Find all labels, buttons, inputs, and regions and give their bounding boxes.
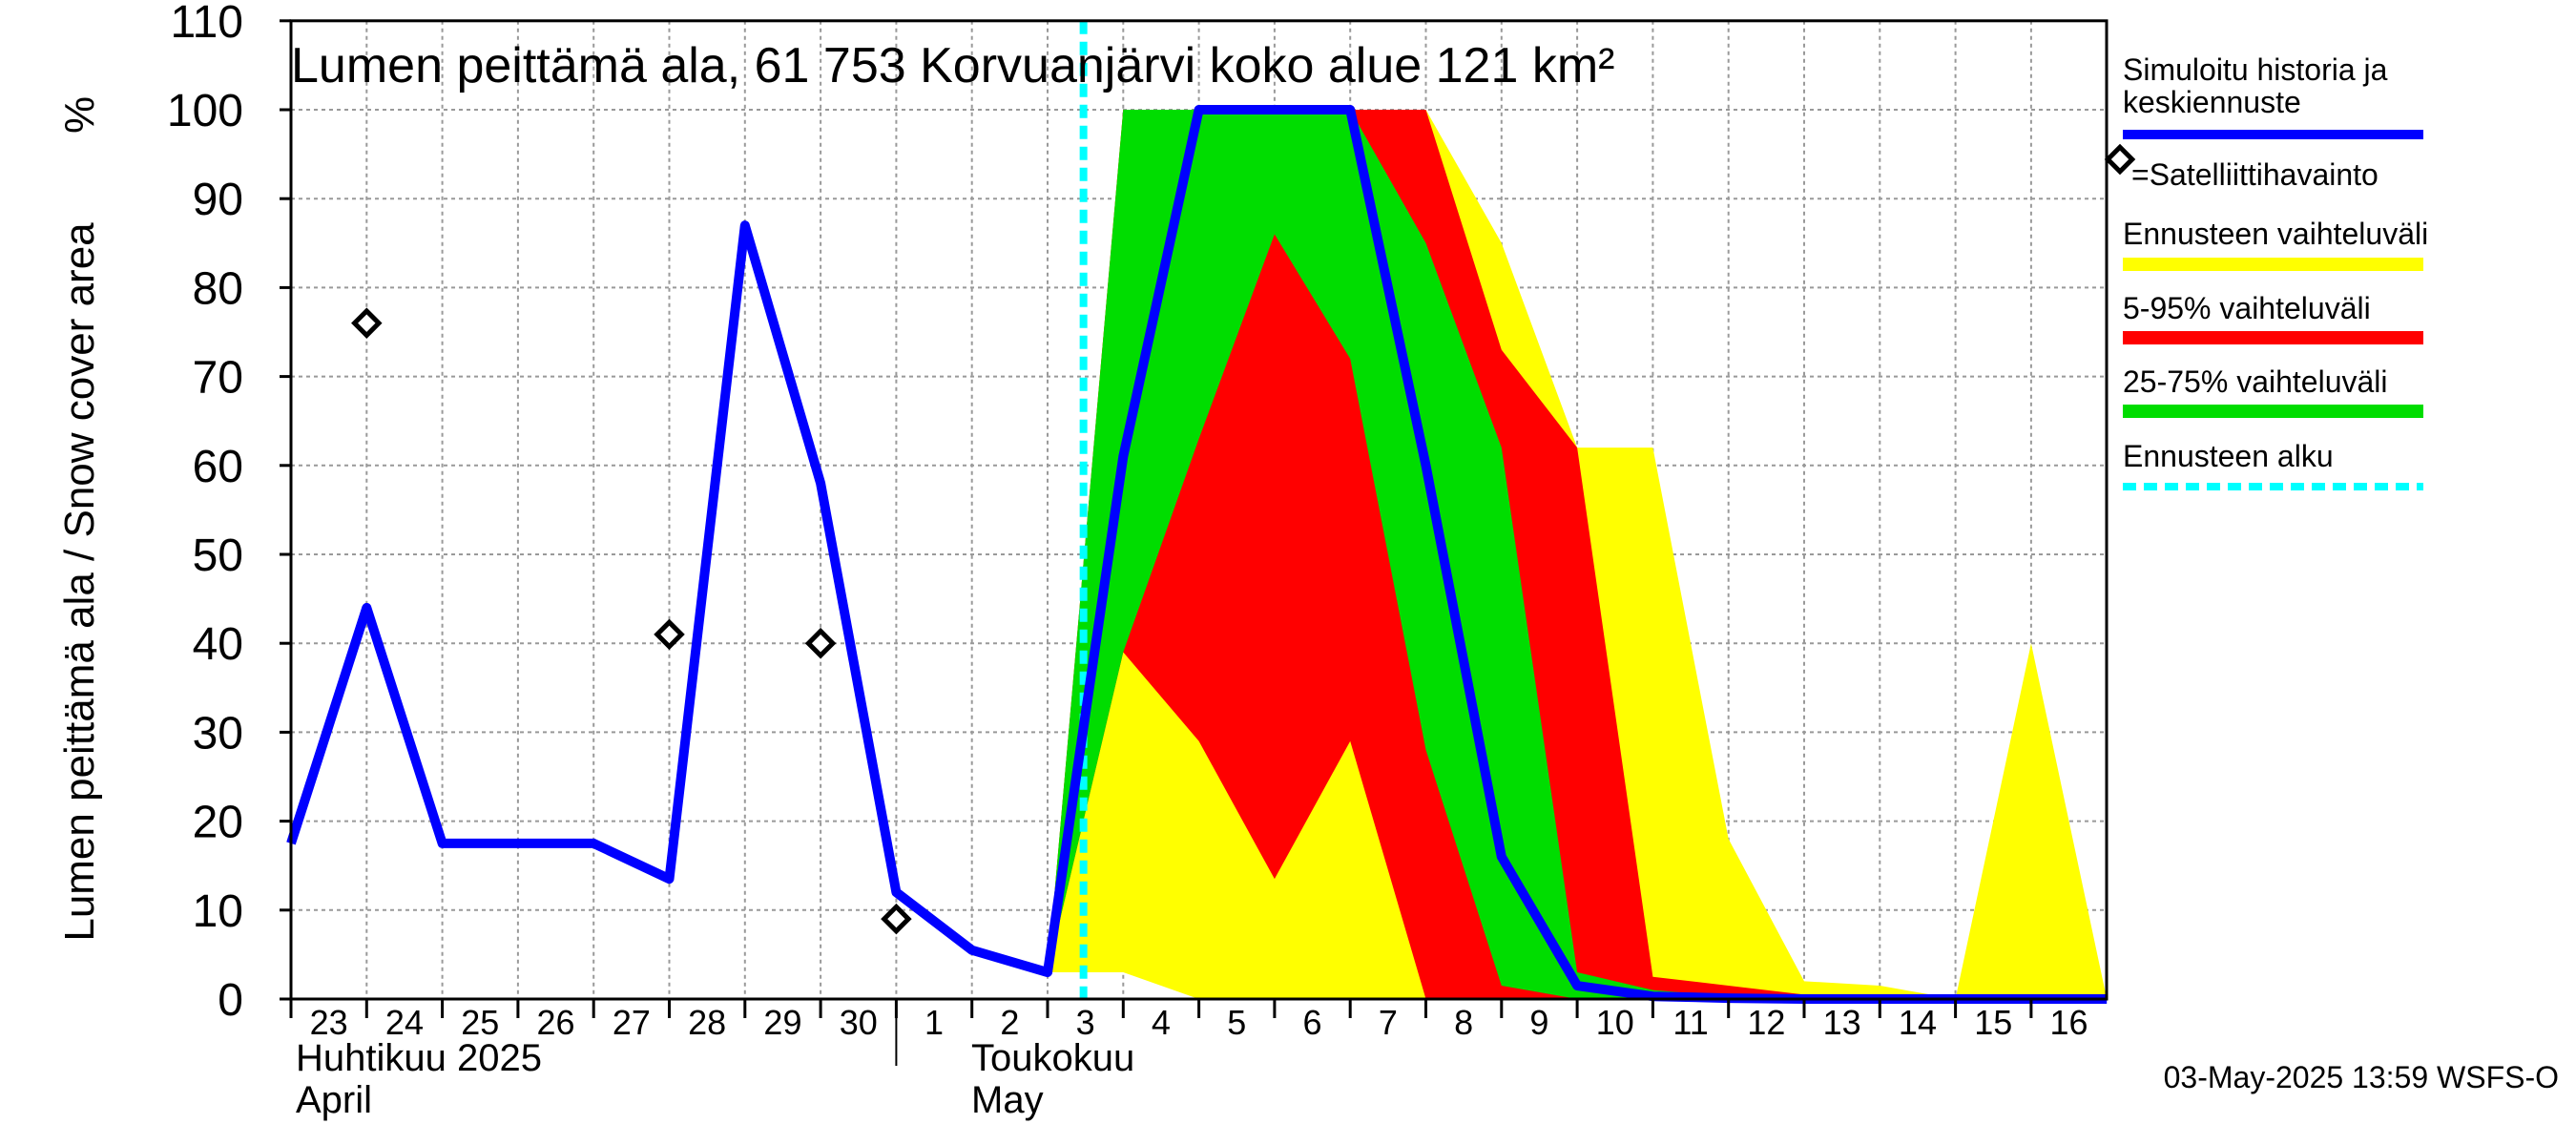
x-tick-label: 25 bbox=[461, 1003, 499, 1042]
x-tick-label: 1 bbox=[924, 1003, 944, 1042]
month-label-may-fi: Toukokuu bbox=[971, 1037, 1134, 1079]
forecast-bands bbox=[1048, 110, 2108, 999]
x-tick-label: 30 bbox=[840, 1003, 878, 1042]
legend-p5-95-label: 5-95% vaihteluväli bbox=[2123, 291, 2371, 325]
y-tick-label: 10 bbox=[193, 886, 243, 937]
satellite-point bbox=[804, 627, 837, 659]
x-tick-label: 7 bbox=[1379, 1003, 1398, 1042]
legend-satellite-label: =Satelliittihavainto bbox=[2131, 157, 2379, 192]
month-label-april-en: April bbox=[296, 1079, 372, 1121]
y-unit-label: % bbox=[56, 96, 103, 134]
band-25-75-vaihteluv-li bbox=[1048, 110, 2108, 999]
x-tick-label: 5 bbox=[1227, 1003, 1246, 1042]
legend: Simuloitu historia ja keskiennuste =Sate… bbox=[2104, 52, 2428, 490]
y-tick-label: 100 bbox=[167, 86, 243, 136]
x-tick-label: 9 bbox=[1529, 1003, 1548, 1042]
month-label-april-fi: Huhtikuu 2025 bbox=[296, 1037, 542, 1079]
y-tick-label: 80 bbox=[193, 263, 243, 314]
y-tick-label: 90 bbox=[193, 175, 243, 225]
x-tick-label: 27 bbox=[613, 1003, 651, 1042]
satellite-point bbox=[654, 618, 685, 651]
legend-mean-label-line1: Simuloitu historia ja bbox=[2123, 52, 2388, 87]
satellite-point bbox=[881, 903, 912, 935]
y-tick-label: 60 bbox=[193, 442, 243, 492]
x-tick-label: 10 bbox=[1596, 1003, 1634, 1042]
x-tick-label: 2 bbox=[1000, 1003, 1019, 1042]
x-tick-label: 23 bbox=[310, 1003, 348, 1042]
legend-p25-75-label: 25-75% vaihteluväli bbox=[2123, 364, 2388, 399]
y-tick-label: 30 bbox=[193, 708, 243, 759]
x-tick-label: 12 bbox=[1747, 1003, 1785, 1042]
chart-title: Lumen peittämä ala, 61 753 Korvuanjärvi … bbox=[291, 38, 1614, 94]
month-label-may-en: May bbox=[971, 1079, 1044, 1121]
satellite-markers bbox=[351, 307, 912, 935]
x-tick-label: 4 bbox=[1152, 1003, 1171, 1042]
x-tick-label: 15 bbox=[1974, 1003, 2012, 1042]
x-tick-label: 13 bbox=[1823, 1003, 1861, 1042]
x-tick-label: 11 bbox=[1672, 1003, 1708, 1042]
x-tick-label: 24 bbox=[385, 1003, 424, 1042]
legend-satellite-diamond-icon bbox=[2104, 143, 2136, 176]
x-tick-label: 16 bbox=[2050, 1003, 2088, 1042]
x-tick-label: 28 bbox=[688, 1003, 726, 1042]
x-tick-label: 6 bbox=[1303, 1003, 1322, 1042]
legend-range-label: Ennusteen vaihteluväli bbox=[2123, 217, 2428, 251]
y-tick-label: 0 bbox=[218, 975, 243, 1026]
band-5-95-vaihteluv-li bbox=[1048, 110, 2108, 999]
legend-forecast-start-label: Ennusteen alku bbox=[2123, 439, 2334, 473]
y-tick-label: 20 bbox=[193, 798, 243, 848]
legend-mean-label-line2: keskiennuste bbox=[2123, 85, 2301, 119]
x-tick-label: 8 bbox=[1454, 1003, 1473, 1042]
y-axis-label: Lumen peittämä ala / Snow cover area bbox=[56, 222, 103, 942]
x-tick-label: 26 bbox=[537, 1003, 575, 1042]
timestamp: 03-May-2025 13:59 WSFS-O bbox=[2164, 1060, 2559, 1094]
y-tick-label: 70 bbox=[193, 353, 243, 404]
y-tick-label: 50 bbox=[193, 531, 243, 581]
y-tick-label: 40 bbox=[193, 619, 243, 670]
x-tick-label: 29 bbox=[763, 1003, 801, 1042]
y-tick-label: 110 bbox=[170, 0, 243, 48]
x-tick-label: 3 bbox=[1076, 1003, 1095, 1042]
satellite-point bbox=[351, 307, 383, 339]
x-tick-label: 14 bbox=[1899, 1003, 1937, 1042]
